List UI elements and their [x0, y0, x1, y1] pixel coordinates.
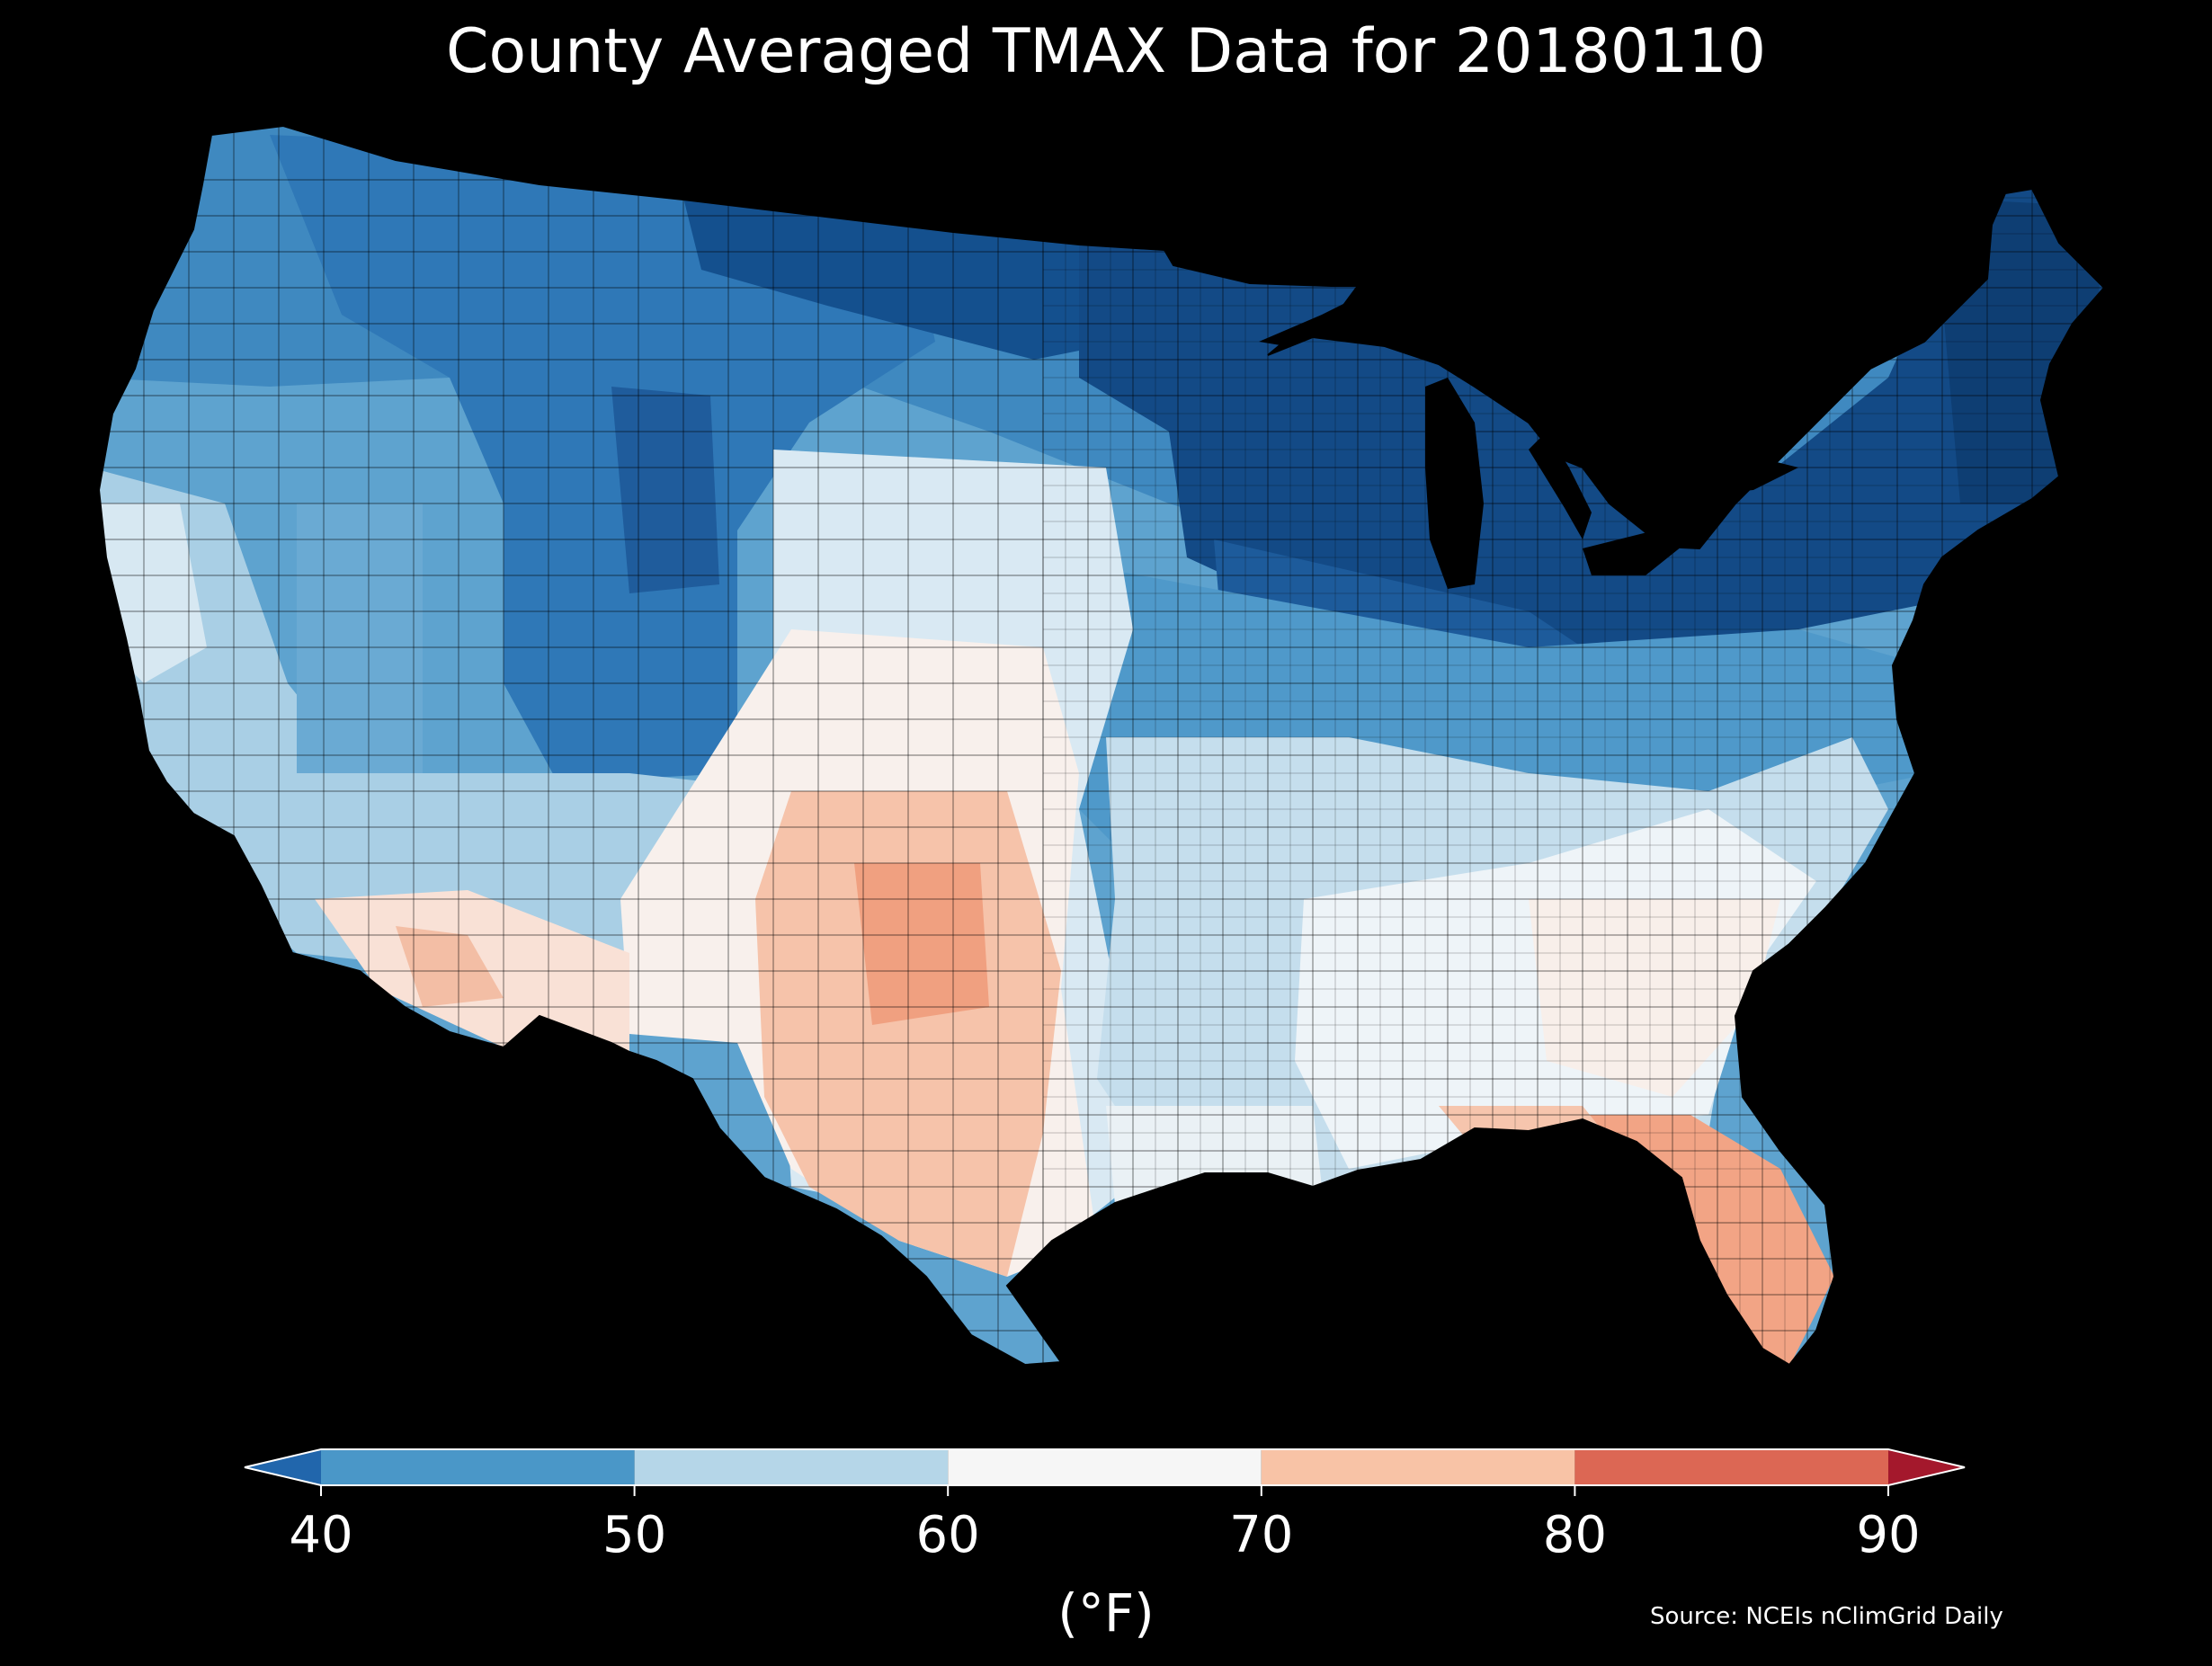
colorbar-bin-40-50 — [321, 1449, 635, 1485]
colorbar-tick-60: 60 — [915, 1506, 980, 1564]
colorbar-tick-40: 40 — [289, 1506, 353, 1564]
colorbar-tick-50: 50 — [602, 1506, 667, 1564]
colorbar-bin-80-90 — [1574, 1449, 1888, 1485]
source-note: Source: NCEIs nClimGrid Daily — [1650, 1603, 2003, 1630]
colorbar-bin-70-80 — [1261, 1449, 1575, 1485]
colorbar-extend-low — [245, 1449, 321, 1485]
colorbar-extend-high — [1888, 1449, 1965, 1485]
colorbar-tick-80: 80 — [1542, 1506, 1608, 1564]
colorbar-bin-60-70 — [948, 1449, 1262, 1485]
chart-title: County Averaged TMAX Data for 20180110 — [446, 16, 1766, 87]
colorbar-tick-90: 90 — [1856, 1506, 1921, 1564]
colorbar-unit-label: (°F) — [1057, 1582, 1155, 1644]
colorbar-tick-70: 70 — [1229, 1506, 1294, 1564]
colorbar-bin-50-60 — [634, 1449, 949, 1485]
